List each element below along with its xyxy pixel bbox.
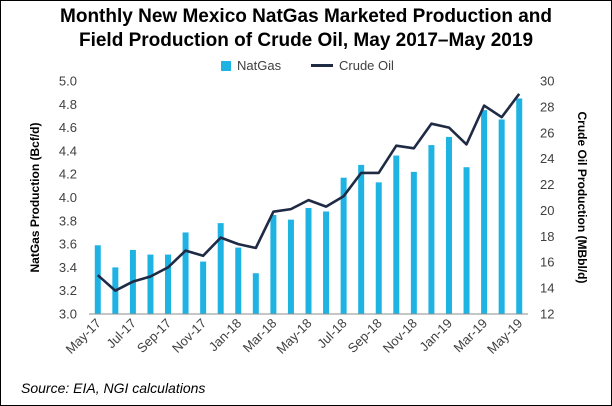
y-left-tick-label: 3.0 [59, 307, 77, 322]
natgas-bar-may-19 [516, 98, 523, 314]
y-right-tick-label: 28 [540, 99, 554, 114]
x-tick-label: Jan-19 [416, 316, 455, 355]
x-tick-label: May-18 [273, 316, 314, 357]
legend-swatch-crude-oil [311, 64, 333, 67]
x-tick-label: Nov-18 [380, 316, 420, 356]
natgas-bar-dec-17 [217, 223, 224, 314]
natgas-bar-sep-18 [375, 182, 382, 314]
y-right-axis-title: Crude Oil Production (MBbl/d) [575, 112, 589, 284]
natgas-bar-nov-17 [200, 261, 207, 314]
y-right-tick-label: 18 [540, 229, 554, 244]
y-right-tick-label: 24 [540, 151, 554, 166]
y-right-tick-label: 26 [540, 125, 554, 140]
legend-swatch-natgas [221, 60, 231, 71]
legend-item-natgas: NatGas [221, 58, 281, 73]
x-tick-label: Nov-17 [169, 316, 209, 356]
natgas-bar-oct-17 [182, 232, 189, 314]
natgas-bar-dec-18 [428, 145, 435, 314]
natgas-bar-mar-19 [481, 110, 488, 314]
x-tick-label: Sep-17 [134, 316, 174, 356]
x-tick-label: Mar-18 [240, 316, 280, 356]
y-left-axis-title: NatGas Production (Bcf/d) [28, 122, 42, 272]
natgas-bar-oct-18 [393, 155, 400, 314]
chart-title-line-1: Monthly New Mexico NatGas Marketed Produ… [60, 6, 552, 27]
x-tick-label: Mar-19 [450, 316, 490, 356]
y-right-tick-label: 22 [540, 177, 554, 192]
y-left-tick-label: 4.0 [59, 190, 77, 205]
natgas-bar-aug-17 [147, 254, 154, 314]
x-tick-label: Sep-18 [345, 316, 385, 356]
y-right-tick-label: 12 [540, 307, 554, 322]
natgas-bar-may-18 [305, 207, 312, 314]
x-tick-label: May-19 [484, 316, 525, 357]
legend-label-crude-oil: Crude Oil [339, 58, 394, 73]
y-right-tick-label: 30 [540, 74, 554, 89]
natgas-bar-mar-18 [270, 214, 277, 314]
chart-legend: NatGas Crude Oil [0, 58, 612, 76]
natgas-bar-jun-18 [323, 211, 330, 314]
y-right-tick-label: 20 [540, 203, 554, 218]
y-right-tick-label: 14 [540, 281, 554, 296]
natgas-bar-aug-18 [358, 164, 365, 314]
x-tick-label: May-17 [63, 316, 104, 357]
y-left-tick-label: 4.6 [59, 120, 77, 135]
y-left-tick-label: 4.8 [59, 97, 77, 112]
legend-label-natgas: NatGas [237, 58, 282, 73]
natgas-bar-feb-19 [463, 167, 470, 314]
y-left-tick-label: 5.0 [59, 74, 77, 89]
y-left-tick-label: 4.4 [59, 143, 77, 158]
natgas-bar-apr-18 [287, 219, 294, 314]
chart-title-line-2: Field Production of Crude Oil, May 2017–… [78, 30, 534, 51]
y-right-tick-label: 16 [540, 255, 554, 270]
natgas-bar-nov-18 [410, 171, 417, 314]
y-left-tick-label: 3.4 [59, 260, 77, 275]
natgas-bar-may-17 [94, 245, 101, 314]
natgas-bar-jul-18 [340, 177, 347, 314]
x-tick-label: Jan-18 [206, 316, 245, 355]
natgas-bar-feb-18 [252, 273, 259, 314]
chart-title: Monthly New Mexico NatGas Marketed Produ… [0, 5, 612, 53]
natgas-bar-jan-19 [445, 136, 452, 314]
natgas-bar-sep-17 [165, 254, 172, 314]
natgas-bar-jan-18 [235, 247, 242, 314]
y-left-tick-label: 3.6 [59, 237, 77, 252]
source-note: Source: EIA, NGI calculations [21, 380, 206, 396]
crude-oil-line [96, 93, 521, 293]
y-left-tick-label: 4.2 [59, 167, 77, 182]
natgas-bar-apr-19 [498, 119, 505, 314]
y-left-tick-label: 3.8 [59, 213, 77, 228]
legend-item-crude-oil: Crude Oil [311, 58, 394, 73]
y-left-tick-label: 3.2 [59, 283, 77, 298]
